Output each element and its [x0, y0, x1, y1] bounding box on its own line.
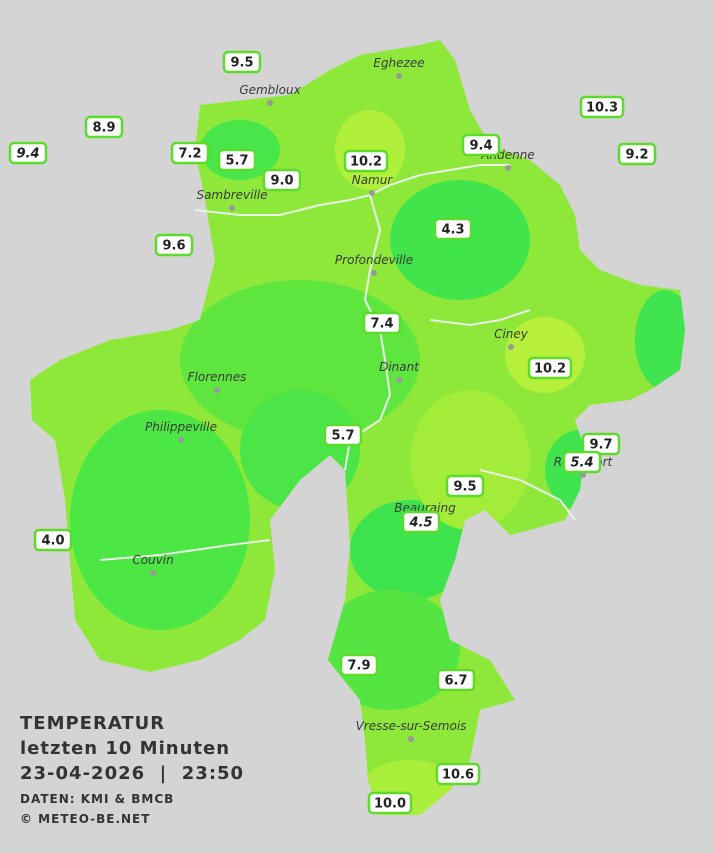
station-value: 8.9: [92, 121, 115, 136]
legend-credit: © METEO-BE.NET: [20, 812, 150, 826]
station-value: 4.0: [41, 534, 64, 549]
station-value: 10.6: [442, 768, 474, 783]
legend-subtitle: letzten 10 Minuten: [20, 738, 230, 759]
city-dot: [150, 570, 156, 576]
legend-title: TEMPERATUR: [20, 713, 165, 734]
city-label: Namur: [352, 173, 394, 187]
station-value: 5.7: [331, 429, 354, 444]
station-value: 10.0: [374, 797, 406, 812]
station-value: 10.2: [350, 155, 382, 170]
station-value: 9.0: [270, 174, 293, 189]
station-value: 7.2: [178, 147, 201, 162]
city-label: Dinant: [379, 360, 420, 374]
station-box: [217, 148, 257, 172]
legend-datetime: 23-04-2026 | 23:50: [20, 763, 244, 784]
station-box: [33, 528, 73, 552]
station-box: [581, 432, 621, 456]
station-value: 4.3: [441, 223, 464, 238]
legend-source: DATEN: KMI & BMCB: [20, 792, 174, 806]
city-dot: [396, 73, 402, 79]
station-box: [367, 791, 413, 815]
station-box: [343, 149, 389, 173]
station-box: [562, 450, 602, 474]
station-box: [527, 356, 573, 380]
station-box: [84, 115, 124, 139]
station-value: 9.4: [469, 139, 492, 154]
city-dot: [371, 270, 377, 276]
city-dot: [229, 205, 235, 211]
city-label: Vresse-sur-Semois: [356, 719, 467, 733]
city-label: Profondeville: [335, 253, 413, 267]
station-box: [401, 510, 441, 534]
city-label: Gembloux: [239, 83, 301, 97]
city-dot: [178, 437, 184, 443]
station-box: [339, 653, 379, 677]
station-value: 9.5: [453, 480, 476, 495]
city-dot: [508, 344, 514, 350]
station-value: 9.7: [589, 438, 612, 453]
station-box: [433, 217, 473, 241]
city-label: Couvin: [132, 553, 173, 567]
station-box: [170, 141, 210, 165]
city-label: Ciney: [494, 327, 529, 341]
station-box: [323, 423, 363, 447]
station-value: 5.4: [570, 456, 593, 471]
station-value: 10.2: [534, 362, 566, 377]
station-box: [445, 474, 485, 498]
city-label: Eghezee: [373, 56, 424, 70]
station-box: [617, 142, 657, 166]
city-dot: [214, 387, 220, 393]
station-box: [461, 133, 501, 157]
station-value: 9.5: [230, 56, 253, 71]
city-dot: [505, 165, 511, 171]
station-box: [435, 762, 481, 786]
station-value: 10.3: [586, 101, 618, 116]
city-dot: [580, 472, 586, 478]
station-box: [222, 50, 262, 74]
station-box: [154, 233, 194, 257]
city-dot: [369, 190, 375, 196]
station-box: [436, 668, 476, 692]
city-label: Philippeville: [145, 420, 217, 434]
city-dot: [267, 100, 273, 106]
station-value: 9.2: [625, 148, 648, 163]
station-value: 7.4: [370, 317, 393, 332]
station-box: [8, 141, 48, 165]
city-dot: [408, 736, 414, 742]
city-dot: [396, 377, 402, 383]
station-box: [262, 168, 302, 192]
station-value: 9.6: [162, 239, 185, 254]
station-value: 6.7: [444, 674, 467, 689]
city-label: Sambreville: [196, 188, 267, 202]
station-value: 4.5: [408, 516, 432, 531]
station-value: 7.9: [347, 659, 370, 674]
station-box: [362, 311, 402, 335]
station-value: 9.4: [16, 147, 39, 162]
city-label: Florennes: [188, 370, 247, 384]
station-value: 5.7: [225, 154, 248, 169]
station-box: [579, 95, 625, 119]
